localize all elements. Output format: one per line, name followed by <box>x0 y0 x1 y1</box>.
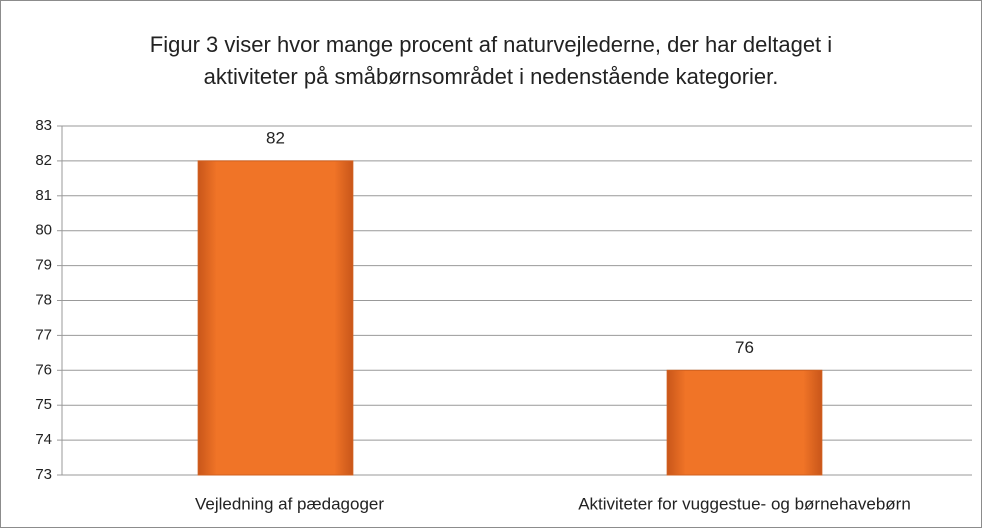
data-label: 76 <box>735 338 754 357</box>
x-tick-label: Vejledning af pædagoger <box>195 494 384 513</box>
y-tick-label: 79 <box>35 257 52 274</box>
y-tick-label: 80 <box>35 222 52 239</box>
y-tick-label: 76 <box>35 361 52 378</box>
data-label: 82 <box>266 128 285 147</box>
y-tick-label: 81 <box>35 187 52 204</box>
y-tick-label: 83 <box>35 117 52 134</box>
y-tick-label: 78 <box>35 291 52 308</box>
y-tick-label: 82 <box>35 152 52 169</box>
y-tick-label: 74 <box>35 431 52 448</box>
x-tick-label: Aktiviteter for vuggestue- og børnehaveb… <box>578 494 911 513</box>
y-tick-label: 73 <box>35 466 52 483</box>
chart-title: Figur 3 viser hvor mange procent af natu… <box>149 32 833 89</box>
y-tick-label: 75 <box>35 396 52 413</box>
y-tick-label: 77 <box>35 326 52 343</box>
bar <box>197 160 354 476</box>
bar <box>666 369 823 476</box>
